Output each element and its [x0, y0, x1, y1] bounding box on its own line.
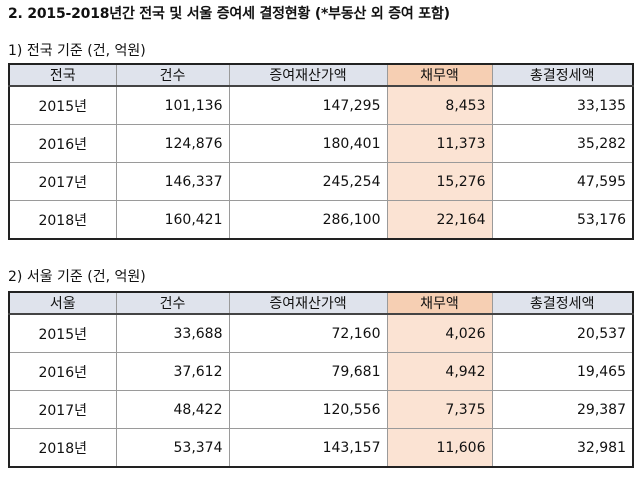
- seoul-gift-tax-table: 서울 건수 증여재산가액 채무액 총결정세액 2015년 33,688 72,1…: [8, 291, 634, 468]
- year-cell: 2017년: [8, 162, 117, 201]
- seoul-section-subtitle: 2) 서울 기준 (건, 억원): [8, 269, 146, 285]
- column-header-total-tax: 총결정세액: [491, 63, 634, 87]
- column-header-gift-value: 증여재산가액: [228, 291, 388, 315]
- total-tax-cell: 19,465: [491, 352, 634, 391]
- debt-cell: 4,942: [386, 352, 493, 391]
- gift-value-cell: 245,254: [228, 162, 388, 201]
- table-row: 2017년 146,337 245,254 15,276 47,595: [8, 162, 634, 201]
- year-cell: 2018년: [8, 200, 117, 240]
- total-tax-cell: 29,387: [491, 390, 634, 429]
- national-section-subtitle: 1) 전국 기준 (건, 억원): [8, 43, 146, 59]
- table-row: 2016년 37,612 79,681 4,942 19,465: [8, 352, 634, 391]
- year-cell: 2018년: [8, 428, 117, 468]
- column-header-gift-value: 증여재산가액: [228, 63, 388, 87]
- column-header-region: 전국: [8, 63, 117, 87]
- gift-value-cell: 180,401: [228, 124, 388, 163]
- count-cell: 48,422: [115, 390, 230, 429]
- column-header-count: 건수: [115, 63, 230, 87]
- column-header-debt: 채무액: [386, 63, 493, 87]
- count-cell: 146,337: [115, 162, 230, 201]
- debt-cell: 22,164: [386, 200, 493, 240]
- table-header-row: 서울 건수 증여재산가액 채무액 총결정세액: [8, 291, 634, 315]
- gift-value-cell: 143,157: [228, 428, 388, 468]
- column-header-region: 서울: [8, 291, 117, 315]
- table-row: 2016년 124,876 180,401 11,373 35,282: [8, 124, 634, 163]
- total-tax-cell: 47,595: [491, 162, 634, 201]
- debt-cell: 11,373: [386, 124, 493, 163]
- year-cell: 2015년: [8, 85, 117, 125]
- total-tax-cell: 35,282: [491, 124, 634, 163]
- table-row: 2015년 101,136 147,295 8,453 33,135: [8, 85, 634, 125]
- year-cell: 2015년: [8, 313, 117, 353]
- total-tax-cell: 20,537: [491, 313, 634, 353]
- debt-cell: 15,276: [386, 162, 493, 201]
- count-cell: 37,612: [115, 352, 230, 391]
- year-cell: 2017년: [8, 390, 117, 429]
- total-tax-cell: 33,135: [491, 85, 634, 125]
- gift-value-cell: 120,556: [228, 390, 388, 429]
- year-cell: 2016년: [8, 352, 117, 391]
- table-row: 2018년 53,374 143,157 11,606 32,981: [8, 428, 634, 468]
- debt-cell: 7,375: [386, 390, 493, 429]
- table-row: 2018년 160,421 286,100 22,164 53,176: [8, 200, 634, 240]
- column-header-count: 건수: [115, 291, 230, 315]
- column-header-debt: 채무액: [386, 291, 493, 315]
- table-header-row: 전국 건수 증여재산가액 채무액 총결정세액: [8, 63, 634, 87]
- count-cell: 33,688: [115, 313, 230, 353]
- debt-cell: 11,606: [386, 428, 493, 468]
- column-header-total-tax: 총결정세액: [491, 291, 634, 315]
- total-tax-cell: 32,981: [491, 428, 634, 468]
- debt-cell: 4,026: [386, 313, 493, 353]
- count-cell: 160,421: [115, 200, 230, 240]
- gift-value-cell: 72,160: [228, 313, 388, 353]
- gift-value-cell: 79,681: [228, 352, 388, 391]
- count-cell: 101,136: [115, 85, 230, 125]
- count-cell: 124,876: [115, 124, 230, 163]
- table-row: 2015년 33,688 72,160 4,026 20,537: [8, 313, 634, 353]
- total-tax-cell: 53,176: [491, 200, 634, 240]
- gift-value-cell: 147,295: [228, 85, 388, 125]
- year-cell: 2016년: [8, 124, 117, 163]
- debt-cell: 8,453: [386, 85, 493, 125]
- table-row: 2017년 48,422 120,556 7,375 29,387: [8, 390, 634, 429]
- count-cell: 53,374: [115, 428, 230, 468]
- document-title: 2. 2015-2018년간 전국 및 서울 증여세 결정현황 (*부동산 외 …: [8, 6, 450, 22]
- national-gift-tax-table: 전국 건수 증여재산가액 채무액 총결정세액 2015년 101,136 147…: [8, 63, 634, 240]
- gift-value-cell: 286,100: [228, 200, 388, 240]
